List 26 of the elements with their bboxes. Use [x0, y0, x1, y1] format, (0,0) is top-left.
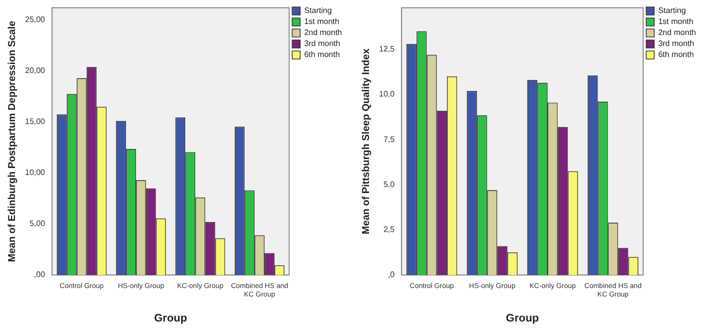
y-axis-title: Mean of Pittsburgh Sleep Quality Index [360, 48, 372, 234]
y-tick-label: ,00 [34, 270, 46, 280]
y-tick-label: ,0 [388, 270, 396, 280]
y-tick-label: 2,5 [383, 225, 396, 234]
legend-label: Starting [304, 6, 332, 16]
y-tick-label: 25,00 [24, 15, 46, 24]
legend-label: 3rd month [304, 39, 340, 48]
legend-label: Starting [658, 6, 686, 16]
y-tick-label: 10,0 [378, 90, 396, 99]
legend-label: 2nd month [658, 28, 696, 38]
x-axis-title: Group [154, 312, 188, 324]
legend-label: 6th month [658, 50, 694, 60]
y-tick-label: 12,5 [378, 44, 396, 54]
y-tick-label: 5,0 [383, 180, 396, 189]
y-tick-label: 15,00 [24, 117, 46, 126]
legend-label: 1st month [304, 17, 340, 26]
y-tick-label: 20,00 [24, 66, 46, 76]
x-axis-title: Group [506, 312, 540, 324]
y-axis-title: Mean of Edinburgh Postpartum Deppression Scale [6, 20, 18, 262]
y-tick-label: 7,5 [383, 134, 396, 144]
legend-label: 2nd month [304, 28, 342, 38]
y-tick-label: 10,00 [24, 168, 46, 178]
y-tick-label: 5,00 [29, 219, 46, 228]
legend-label: 1st month [658, 17, 694, 26]
legend-label: 3rd month [658, 39, 694, 48]
legend-label: 6th month [304, 50, 340, 60]
